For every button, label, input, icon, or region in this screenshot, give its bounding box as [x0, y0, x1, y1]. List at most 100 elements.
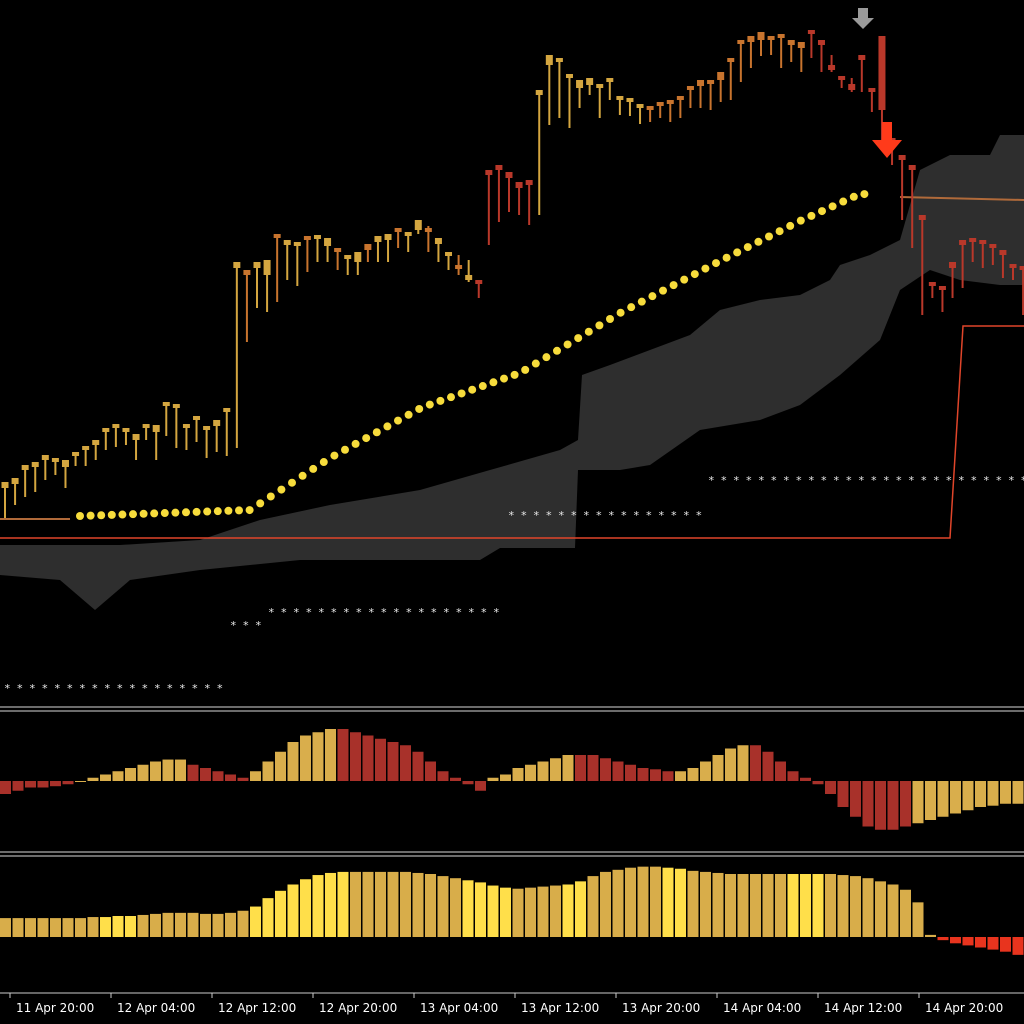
candle-body: [51, 458, 59, 462]
ma-dot: [510, 370, 519, 379]
ma-dot: [383, 422, 392, 431]
time-axis: 11 Apr 20:00 12 Apr 04:00 12 Apr 12:00 12 A…: [0, 992, 1024, 1015]
strength-bar: [437, 876, 449, 937]
histogram-bar: [812, 781, 824, 785]
sell-signal-arrow-red: [872, 122, 902, 158]
candle-body: [757, 32, 765, 40]
strength-bar: [500, 887, 511, 937]
candle-body: [434, 238, 442, 244]
candle-body: [656, 102, 664, 106]
fractal-star: *: [633, 509, 640, 522]
histogram-bar: [425, 761, 436, 781]
strength-bar: [387, 871, 399, 937]
histogram-bar: [437, 771, 449, 781]
fractal-star: *: [683, 509, 690, 522]
ma-dot: [595, 321, 604, 330]
candle-body: [203, 426, 211, 430]
candle-body: [11, 478, 19, 484]
candle-body: [959, 240, 967, 245]
candle-body: [82, 446, 90, 450]
trailing-stop-line: [0, 196, 1024, 539]
histogram-bar: [112, 771, 124, 781]
price-level-segment: [899, 196, 1024, 201]
ma-dot: [468, 385, 477, 394]
strength-bar: [950, 937, 961, 944]
candle-body: [616, 96, 624, 100]
strength-bar: [912, 902, 924, 937]
ma-dot: [415, 404, 424, 413]
candle-body: [525, 180, 533, 185]
fractal-star: *: [833, 474, 840, 487]
candle-body: [666, 100, 674, 104]
histogram-bar: [725, 748, 736, 781]
candle-body: [565, 74, 573, 78]
candle-body: [737, 40, 745, 44]
strength-bar: [625, 867, 636, 937]
strength-bar: [125, 916, 136, 937]
candle-body: [858, 55, 866, 60]
candle-body: [283, 240, 291, 245]
fractal-star: *: [456, 606, 463, 619]
strength-bar: [525, 887, 536, 937]
histogram-bar: [12, 781, 24, 791]
strength-bar: [337, 871, 349, 937]
strength-bar: [212, 913, 224, 937]
fractal-star: *: [268, 606, 275, 619]
histogram-bar: [500, 774, 511, 781]
strength-bar: [700, 871, 711, 937]
candle-body: [1019, 266, 1024, 270]
fractal-star: *: [921, 474, 928, 487]
histogram-bar: [325, 729, 336, 781]
fractal-star: *: [783, 474, 790, 487]
fractal-star: *: [946, 474, 953, 487]
candle-body: [72, 452, 80, 456]
histogram-bar: [600, 758, 611, 781]
histogram-bar: [712, 755, 724, 781]
histogram-bar: [200, 768, 211, 781]
histogram-bar: [575, 755, 586, 781]
candle-body: [747, 36, 755, 42]
signal-arrows: [852, 8, 902, 158]
ma-dot: [404, 410, 413, 419]
strength-bar: [512, 888, 524, 937]
fractal-star: *: [92, 682, 99, 695]
strength-bar: [562, 884, 574, 937]
candle-body: [424, 228, 432, 232]
candle-body: [828, 65, 836, 70]
ma-dot: [796, 216, 805, 225]
strength-bar: [475, 882, 486, 937]
ma-dot: [648, 292, 657, 301]
ma-dot: [828, 202, 837, 211]
candle-body: [475, 280, 483, 284]
candle-body: [817, 40, 825, 45]
histogram-bar: [237, 777, 249, 781]
fractal-star: *: [67, 682, 74, 695]
histogram-bar: [975, 781, 986, 807]
histogram-bar: [450, 777, 461, 781]
trailing-stop-step: [0, 325, 1024, 539]
ma-dot: [765, 232, 773, 241]
panel-separators: [0, 706, 1024, 857]
candle-body: [596, 84, 604, 88]
strength-bar: [262, 898, 274, 937]
fractal-star: *: [708, 474, 715, 487]
ma-dot: [394, 416, 402, 425]
time-tick-label: 14 Apr 20:00: [925, 1001, 1003, 1015]
histogram-bar: [987, 781, 999, 806]
candle-body: [1009, 264, 1017, 268]
fractal-star: *: [971, 474, 978, 487]
fractal-star: *: [933, 474, 940, 487]
candle-body: [535, 90, 543, 95]
ma-dot: [76, 512, 84, 520]
strength-bar: [750, 874, 761, 937]
fractal-star: *: [167, 682, 174, 695]
ma-dot: [425, 400, 434, 409]
histogram-bar: [387, 742, 399, 781]
candle-body: [878, 36, 886, 110]
cloud-band: [0, 135, 1024, 610]
ma-dot: [659, 286, 667, 295]
histogram-bar: [1012, 781, 1024, 804]
ma-dot: [245, 506, 254, 515]
candle-body: [31, 462, 39, 467]
